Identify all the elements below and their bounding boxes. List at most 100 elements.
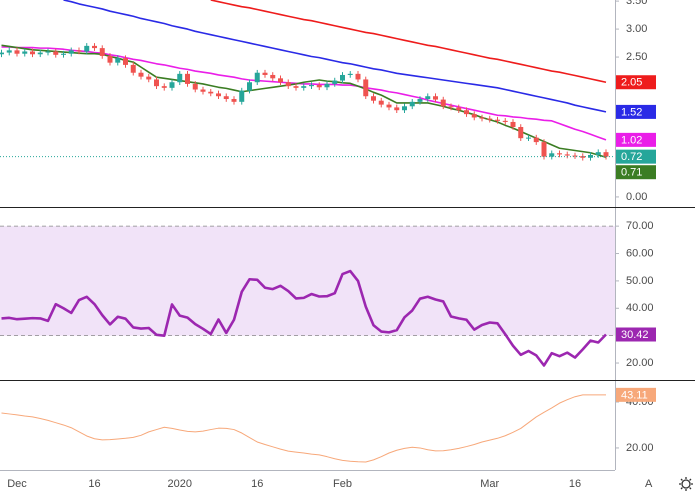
y-tick-label: 70.00	[626, 220, 654, 232]
candle-body	[371, 96, 376, 101]
candle-body	[22, 51, 28, 54]
candle-body	[440, 99, 446, 107]
candle-body	[433, 96, 438, 100]
candle-body	[99, 48, 105, 56]
last-value-box	[616, 104, 656, 119]
x-tick-label: 16	[251, 478, 263, 490]
candle-body	[192, 83, 198, 90]
settings-icon-spokes[interactable]	[679, 477, 693, 491]
candle-body	[301, 86, 307, 88]
candle-body	[495, 119, 500, 121]
candle-body	[502, 120, 508, 122]
candle-body	[262, 72, 268, 75]
candle-body	[14, 50, 20, 54]
candle-body	[533, 137, 539, 143]
candle-body	[549, 153, 555, 157]
last-value-box	[616, 149, 656, 164]
candle-body	[394, 107, 400, 111]
candle-body	[185, 73, 190, 84]
candle-body	[603, 152, 609, 157]
indicator-line	[63, 0, 607, 113]
candle-body	[316, 85, 322, 88]
candle-body	[278, 78, 283, 83]
indicator-line	[1, 394, 606, 463]
last-value-label: 43.11	[621, 389, 648, 401]
candle-body	[363, 79, 369, 97]
indicator-line	[210, 0, 607, 84]
candle-body	[123, 58, 128, 65]
candle-body	[464, 110, 469, 115]
y-tick-label: 40.00	[626, 302, 654, 314]
candle-body	[471, 114, 477, 118]
candle-body	[588, 154, 593, 158]
x-axis-edge-label: A	[645, 478, 653, 490]
candle-body	[355, 73, 361, 80]
candle-body	[130, 64, 136, 73]
y-tick-label: 50.00	[626, 275, 654, 287]
candle-body	[347, 73, 353, 75]
x-tick-label: 16	[569, 478, 581, 490]
candle-body	[115, 58, 121, 63]
candle-body	[417, 99, 423, 102]
candle-body	[595, 152, 601, 155]
candle-body	[448, 106, 454, 108]
pane-0	[0, 0, 615, 161]
last-value-box	[616, 132, 656, 147]
x-tick-label: 2020	[168, 478, 192, 490]
candle-body	[564, 154, 570, 156]
y-tick-label: 3.50	[626, 0, 647, 7]
pane-2	[1, 394, 606, 463]
candle-body	[425, 96, 431, 100]
pane-1	[0, 225, 615, 367]
candle-body	[161, 86, 167, 88]
settings-icon-ring[interactable]	[681, 479, 691, 489]
last-value-label: 1.02	[621, 134, 642, 146]
last-value-label: 1.52	[621, 106, 642, 118]
candle-body	[239, 90, 245, 102]
x-tick-label: 16	[88, 478, 100, 490]
candle-body	[572, 155, 578, 157]
indicator-line	[1, 269, 607, 367]
candle-body	[541, 142, 547, 157]
candle-body	[37, 52, 43, 55]
last-value-box	[616, 327, 656, 342]
candle-body	[518, 126, 524, 139]
candle-body	[557, 153, 562, 155]
candle-body	[309, 85, 314, 87]
last-value-label: 0.72	[621, 151, 642, 163]
candle-body	[92, 45, 97, 49]
settings-icon[interactable]	[679, 477, 693, 491]
last-value-box	[616, 75, 656, 90]
y-tick-label: 2.50	[626, 51, 647, 63]
candle-body	[45, 51, 51, 53]
y-tick-label: 20.00	[626, 442, 654, 454]
candle-body	[6, 50, 12, 53]
candle-body	[386, 104, 392, 108]
candle-body	[200, 89, 206, 92]
label-layer: 0.00 2.50 3.00 3.50 2.05 1.52 1.02 0.71 0.72 Dec 1…	[7, 0, 656, 490]
candle-body	[270, 74, 276, 79]
candle-body	[487, 118, 493, 120]
candle-body	[293, 86, 299, 88]
candle-body	[456, 107, 462, 111]
candle-body	[254, 72, 260, 83]
candle-body	[324, 83, 330, 88]
candle-body	[154, 79, 159, 87]
x-tick-label: Mar	[480, 478, 499, 490]
candle-body	[332, 80, 338, 84]
candle-body	[409, 101, 415, 107]
candle-body	[247, 82, 252, 91]
candle-body	[76, 50, 82, 52]
candle-body	[53, 51, 59, 55]
x-tick-label: Dec	[7, 478, 27, 490]
last-value-label: 30.42	[621, 329, 649, 341]
candle-body	[177, 73, 183, 83]
last-value-box	[616, 387, 656, 402]
candle-body	[526, 137, 531, 139]
candle-body	[61, 53, 66, 55]
data-layer	[0, 0, 615, 463]
y-tick-label: 20.00	[626, 357, 654, 369]
last-value-box	[616, 165, 656, 180]
candle-body	[479, 117, 485, 119]
